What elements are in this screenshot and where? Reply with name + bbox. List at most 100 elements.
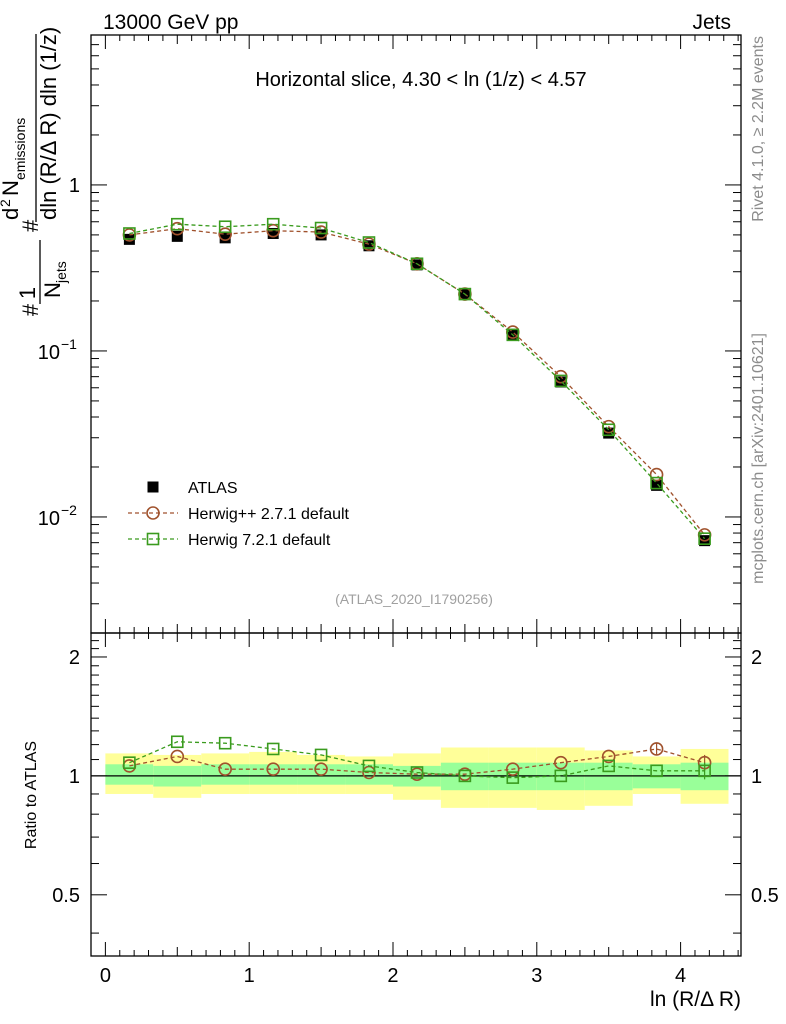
ratio-point: [458, 769, 472, 783]
ratio-y-tick-label: 0.5: [52, 885, 80, 907]
ratio-series: [122, 735, 712, 784]
data-point: [363, 240, 375, 252]
data-point: [458, 287, 472, 301]
y-tick-label: 1: [69, 175, 80, 197]
x-tick-label: 4: [675, 965, 686, 987]
ratio-point: [314, 762, 328, 776]
x-tick-label: 2: [387, 965, 398, 987]
y-tick-exponent: −1: [61, 336, 77, 352]
ratio-y-tick-label-right: 2: [751, 647, 762, 669]
ratio-y-tick-label-right: 1: [751, 766, 762, 788]
data-point: [266, 217, 280, 231]
data-point: [650, 476, 663, 490]
legend-marker: [146, 506, 160, 520]
ratio-point: [362, 759, 376, 773]
x-tick-label: 1: [244, 965, 255, 987]
data-point: [123, 227, 136, 240]
ratio-y-tick-label: 2: [69, 647, 80, 669]
data-point: [602, 423, 615, 437]
y-label-prefix: #: [18, 303, 43, 316]
ratio-point: [170, 735, 184, 749]
ratio-frame: [90, 632, 742, 957]
x-axis-label: ln (R/Δ R): [650, 988, 741, 1011]
series-line: [129, 223, 706, 540]
y-label-one: 1: [15, 287, 40, 299]
legend-label: ATLAS: [188, 480, 238, 497]
legend-label: Herwig++ 2.7.1 default: [188, 506, 350, 523]
side-label-bottom: mcplots.cern.ch [arXiv:2401.10621]: [750, 333, 767, 584]
ratio-line: [129, 741, 705, 779]
data-point: [218, 220, 232, 234]
y-label-njets: N: [40, 282, 65, 298]
legend-label: Herwig 7.2.1 default: [188, 532, 331, 549]
uncertainty-bands: [105, 747, 729, 810]
ratio-point: [554, 769, 568, 783]
data-point: [219, 232, 231, 244]
ratio-herwig-7-2-1-default: [123, 735, 711, 784]
ratio-y-tick-label: 1: [69, 766, 80, 788]
side-label-top: Rivet 4.1.0, ≥ 2.2M events: [750, 36, 767, 222]
series-herwig-7-2-1-default: [123, 217, 711, 545]
data-point: [267, 227, 279, 239]
ratio-point: [602, 759, 615, 773]
ratio-point: [123, 756, 136, 769]
data-point: [410, 257, 424, 271]
ratio-y-axis-label: Ratio to ATLAS: [23, 741, 40, 849]
ratio-point: [554, 755, 568, 770]
ratio-line: [129, 748, 705, 775]
data-point: [315, 229, 327, 241]
y-label-den: dln (R/Δ R) dln (1/z): [36, 27, 61, 220]
plot-frames: [90, 34, 742, 957]
ratio-point: [650, 764, 663, 778]
y-tick-label: 10: [38, 508, 60, 530]
x-tick-label: 0: [100, 965, 111, 987]
data-point: [266, 223, 281, 238]
ratio-point: [170, 749, 185, 764]
data-point: [170, 217, 184, 231]
y-label-njets-sub: jets: [53, 261, 69, 284]
header-left: 13000 GeV pp: [103, 11, 238, 34]
x-tick-label: 3: [531, 965, 542, 987]
y-tick-label: 10: [38, 342, 60, 364]
legend: ATLAS Herwig++ 2.7.1 default Herwig 7.2.1 …: [128, 480, 350, 549]
data-series: [122, 217, 712, 547]
legend-marker: [147, 481, 159, 493]
ratio-point: [506, 771, 520, 784]
ratio-point: [505, 762, 520, 776]
band-inner: [345, 764, 393, 785]
series-atlas: [123, 227, 711, 547]
y-label-num-n: N: [0, 180, 23, 196]
ratio-point: [410, 766, 424, 779]
ratio-point: [218, 736, 232, 750]
series-line: [129, 228, 706, 536]
ratio-herwig-2-7-1-default: [122, 742, 712, 781]
header-right: Jets: [692, 11, 731, 34]
data-point: [554, 374, 568, 388]
ratio-point: [649, 742, 664, 756]
plot-title: Horizontal slice, 4.30 < ln (1/z) < 4.57: [255, 69, 586, 91]
data-point: [362, 236, 376, 249]
legend-marker: [146, 532, 160, 546]
axis-ticks: [91, 34, 741, 956]
data-point: [171, 230, 183, 242]
data-point: [314, 221, 328, 235]
data-point: [698, 532, 711, 545]
ratio-point: [314, 748, 328, 762]
y-label-num-sub: emissions: [12, 118, 28, 180]
y-label-num-d: d: [0, 208, 23, 220]
data-point: [218, 227, 232, 241]
y-tick-exponent: −2: [61, 502, 77, 518]
y-axis-label: # 1 N jets # d 2 N emissions dln (R/Δ R)…: [0, 27, 69, 316]
data-point: [411, 259, 423, 271]
ratio-point: [266, 742, 280, 756]
data-point: [651, 479, 663, 491]
ratio-point: [266, 762, 281, 776]
data-point: [649, 467, 664, 482]
data-point: [506, 328, 520, 342]
ratio-y-tick-label-right: 0.5: [751, 885, 779, 907]
band-inner: [105, 764, 154, 785]
ratio-point: [601, 749, 616, 764]
analysis-watermark: (ATLAS_2020_I1790256): [335, 591, 493, 607]
